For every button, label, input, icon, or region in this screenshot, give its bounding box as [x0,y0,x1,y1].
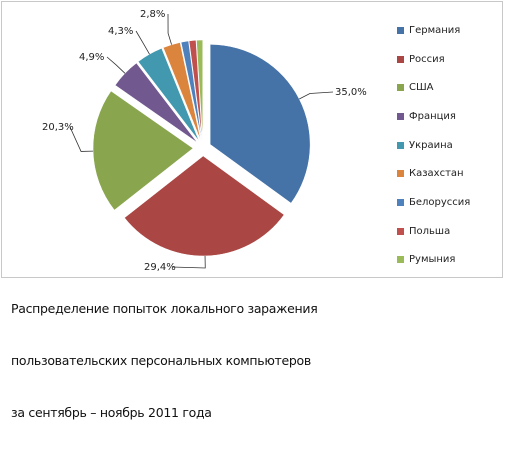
legend-label-2: Россия [409,53,445,65]
pie-slice-2 [124,155,285,257]
caption-line-2: пользовательских персональных компьютеро… [11,353,311,368]
leader-line-3 [69,126,94,152]
data-label-3: 20,3% [42,122,74,133]
pie-slice-8 [188,39,203,141]
legend-item-1: Германия [397,16,497,45]
leader-line-5 [135,30,150,55]
pie-chart: 35,0% 29,4% 20,3% 4,9% 4,3% 2,8% [42,9,367,273]
legend-swatch-7 [397,198,404,206]
leader-line-6 [167,13,172,45]
legend-label-7: Белоруссия [409,196,471,208]
legend-label-3: США [409,82,434,94]
leader-line-4 [106,56,126,74]
legend-item-4: Франция [397,102,497,131]
legend-label-9: Румыния [409,254,456,266]
legend-swatch-6 [397,170,404,178]
legend-label-1: Германия [409,24,461,36]
legend-swatch-2 [397,55,404,63]
pie-slice-1 [209,44,311,204]
data-label-5: 4,3% [108,26,133,37]
chart-caption: Распределение попыток локального заражен… [11,296,501,452]
legend-item-6: Казахстан [397,159,497,188]
legend-swatch-5 [397,141,404,149]
data-label-2: 29,4% [144,262,176,273]
legend-swatch-3 [397,84,404,92]
legend-swatch-4 [397,112,404,120]
legend-item-5: Украина [397,131,497,160]
leader-line-2 [171,255,206,269]
legend-item-3: США [397,73,497,102]
legend-label-4: Франция [409,110,456,122]
legend: Германия Россия США Франция Украина Казахстан… [397,16,497,274]
legend-item-8: Польша [397,217,497,246]
data-label-4: 4,9% [79,52,104,63]
caption-line-1: Распределение попыток локального заражен… [11,301,318,316]
pie-slice-4 [114,62,198,143]
legend-label-5: Украина [409,139,453,151]
legend-label-8: Польша [409,225,451,237]
legend-swatch-1 [397,26,404,34]
data-label-1: 35,0% [335,87,367,98]
leader-line-1 [299,91,334,100]
caption-line-3: за сентябрь – ноябрь 2011 года [11,405,212,420]
legend-label-6: Казахстан [409,168,464,180]
pie-slice-7 [180,40,202,141]
legend-swatch-8 [397,227,404,235]
legend-item-9: Румыния [397,246,497,275]
chart-area: 35,0% 29,4% 20,3% 4,9% 4,3% 2,8% Германия Росс… [1,1,503,278]
legend-item-7: Белоруссия [397,188,497,217]
legend-swatch-9 [397,256,404,264]
data-label-6: 2,8% [140,9,165,20]
legend-item-2: Россия [397,45,497,74]
pie-slice-9 [196,39,203,141]
